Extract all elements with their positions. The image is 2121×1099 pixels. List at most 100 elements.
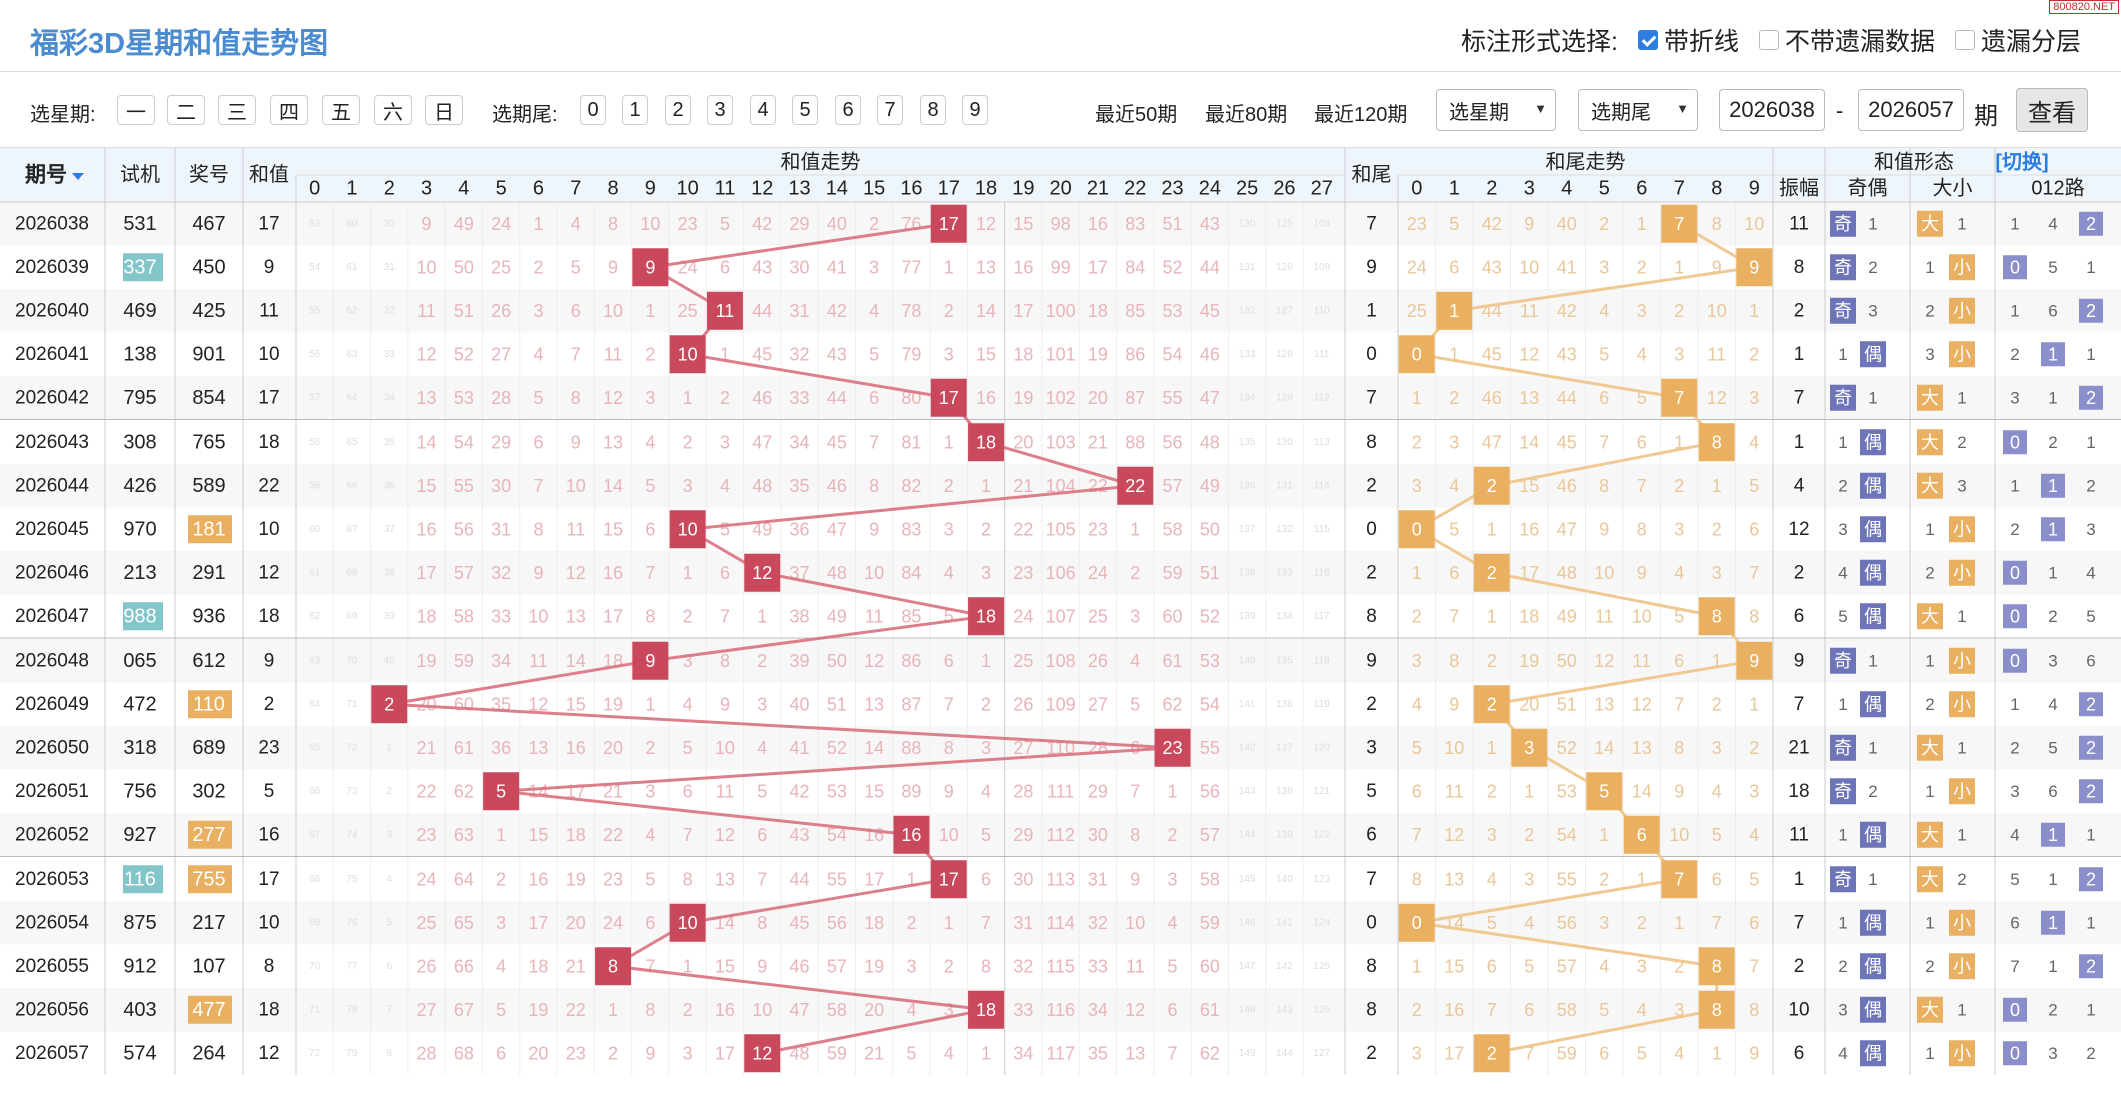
weekday-btn-sat[interactable]: 六 bbox=[374, 95, 412, 125]
weekday-btn-tue[interactable]: 二 bbox=[167, 95, 205, 125]
recent-80-link[interactable]: 最近80期 bbox=[1205, 104, 1288, 126]
chevron-down-icon: ▼ bbox=[1534, 101, 1547, 116]
tail-btn-2[interactable]: 2 bbox=[665, 95, 691, 125]
to-period-input[interactable]: 2026057 bbox=[1858, 89, 1964, 131]
sum-missing-value: 42 bbox=[790, 781, 810, 801]
sum-col-header: 23 bbox=[1161, 178, 1183, 200]
sum-missing-value: 25 bbox=[1013, 651, 1033, 671]
sum-missing-value: 56 bbox=[454, 519, 474, 539]
weekday-btn-sun[interactable]: 日 bbox=[425, 95, 463, 125]
bigsmall-label: 小 bbox=[1953, 781, 1971, 801]
option-with-line[interactable]: 带折线 bbox=[1637, 22, 1739, 58]
r012-missing: 1 bbox=[2086, 1000, 2095, 1019]
tail-btn-6[interactable]: 6 bbox=[835, 95, 861, 125]
tail-missing-value: 11 bbox=[1707, 344, 1726, 364]
r012-missing: 3 bbox=[2048, 651, 2057, 670]
tail-ball bbox=[1698, 947, 1735, 986]
prize-cell: 936 bbox=[192, 605, 225, 627]
sum-missing-value: 17 bbox=[1088, 257, 1108, 277]
sum-missing-value: 5 bbox=[683, 738, 693, 758]
sum-missing-value: 8 bbox=[645, 1000, 655, 1020]
tail-btn-5[interactable]: 5 bbox=[792, 95, 818, 125]
tail-ball bbox=[1473, 466, 1510, 505]
tail-btn-0[interactable]: 0 bbox=[580, 95, 606, 125]
sort-down-icon[interactable] bbox=[72, 173, 84, 180]
oddeven-box bbox=[1860, 996, 1886, 1023]
sum-missing-value: 86 bbox=[1125, 344, 1145, 364]
tail-btn-3[interactable]: 3 bbox=[707, 95, 733, 125]
r012-box bbox=[2079, 735, 2103, 760]
sum-missing-value: 34 bbox=[790, 432, 810, 452]
tail-btn-1[interactable]: 1 bbox=[622, 95, 648, 125]
header-sum-trend: 和值走势 bbox=[781, 151, 861, 174]
oddeven-box bbox=[1830, 210, 1856, 237]
sum-missing-value: 2 bbox=[645, 344, 655, 364]
sum-cell: 17 bbox=[258, 387, 279, 408]
tail-ball-label: 5 bbox=[1599, 781, 1609, 801]
sum-missing-value: 78 bbox=[901, 301, 921, 321]
option-missing-layer[interactable]: 遗漏分层 bbox=[1954, 22, 2081, 58]
sum-missing-value: 147 bbox=[1239, 961, 1256, 972]
header-012: 012路 bbox=[2031, 177, 2084, 200]
sum-missing-value: 120 bbox=[1313, 742, 1330, 753]
sum-missing-value: 149 bbox=[1239, 1048, 1256, 1059]
switch-link[interactable]: [切换] bbox=[1995, 150, 2048, 174]
header-issue[interactable]: 期号 bbox=[25, 164, 67, 187]
bigsmall-box bbox=[1917, 996, 1943, 1023]
tail-btn-9[interactable]: 9 bbox=[962, 95, 988, 125]
sum-missing-value: 84 bbox=[1125, 257, 1145, 277]
checkbox-with-line[interactable] bbox=[1637, 30, 1658, 50]
bigsmall-box bbox=[1917, 734, 1943, 761]
sum-missing-value: 6 bbox=[757, 825, 767, 845]
bigsmall-box bbox=[1917, 866, 1943, 893]
sum-missing-value: 62 bbox=[1163, 694, 1183, 714]
tail-select[interactable]: 选期尾 ▼ bbox=[1578, 89, 1698, 131]
sum-col-header: 26 bbox=[1273, 178, 1295, 200]
bigsmall-missing: 1 bbox=[1957, 388, 1966, 407]
sum-missing-value: 35 bbox=[790, 476, 810, 496]
checkbox-no-missing[interactable] bbox=[1758, 30, 1779, 50]
tail-missing-value: 47 bbox=[1557, 519, 1577, 539]
tail-cell: 9 bbox=[1366, 650, 1377, 671]
tail-btn-8[interactable]: 8 bbox=[920, 95, 946, 125]
sum-col-header: 17 bbox=[938, 178, 960, 200]
tail-missing-value: 7 bbox=[1524, 1043, 1534, 1063]
tail-missing-value: 1 bbox=[1449, 344, 1459, 364]
sum-missing-value: 61 bbox=[1200, 1000, 1220, 1020]
sum-missing-value: 25 bbox=[678, 301, 698, 321]
checkbox-missing-layer[interactable] bbox=[1954, 30, 1975, 50]
trial-cell: 927 bbox=[123, 824, 156, 846]
sum-missing-value: 63 bbox=[309, 655, 321, 666]
trial-highlight bbox=[123, 602, 163, 631]
sum-col-header: 27 bbox=[1311, 178, 1333, 200]
sum-missing-value: 112 bbox=[1046, 825, 1075, 845]
sum-missing-value: 31 bbox=[384, 262, 396, 273]
sum-missing-value: 129 bbox=[1276, 392, 1293, 403]
tail-btn-4[interactable]: 4 bbox=[750, 95, 776, 125]
bigsmall-missing: 1 bbox=[1925, 520, 1934, 539]
sum-missing-value: 1 bbox=[981, 476, 991, 496]
mark-options: 标注形式选择: 带折线 不带遗漏数据 遗漏分层 bbox=[1461, 22, 2081, 58]
weekday-btn-fri[interactable]: 五 bbox=[322, 95, 360, 125]
weekday-btn-thu[interactable]: 四 bbox=[270, 95, 308, 125]
option-no-missing[interactable]: 不带遗漏数据 bbox=[1758, 22, 1935, 58]
recent-120-link[interactable]: 最近120期 bbox=[1314, 104, 1408, 126]
sum-missing-value: 16 bbox=[417, 519, 437, 539]
recent-50-link[interactable]: 最近50期 bbox=[1095, 104, 1178, 126]
weekday-btn-mon[interactable]: 一 bbox=[117, 95, 155, 125]
from-period-input[interactable]: 2026038 bbox=[1719, 89, 1825, 131]
prize-cell: 689 bbox=[192, 737, 225, 759]
tail-cell: 2 bbox=[1366, 475, 1377, 496]
tail-btn-7[interactable]: 7 bbox=[877, 95, 903, 125]
sum-missing-value: 84 bbox=[901, 563, 921, 583]
tail-ball bbox=[1586, 772, 1623, 811]
query-button[interactable]: 查看 bbox=[2016, 88, 2088, 132]
oddeven-label: 偶 bbox=[1864, 563, 1882, 583]
bigsmall-box bbox=[1949, 297, 1975, 324]
sum-missing-value: 1 bbox=[981, 1043, 991, 1063]
weekday-select[interactable]: 选星期 ▼ bbox=[1436, 89, 1556, 131]
weekday-btn-wed[interactable]: 三 bbox=[218, 95, 256, 125]
oddeven-missing: 1 bbox=[1868, 214, 1877, 233]
sum-missing-value: 4 bbox=[944, 563, 954, 583]
sum-missing-value: 10 bbox=[864, 563, 884, 583]
